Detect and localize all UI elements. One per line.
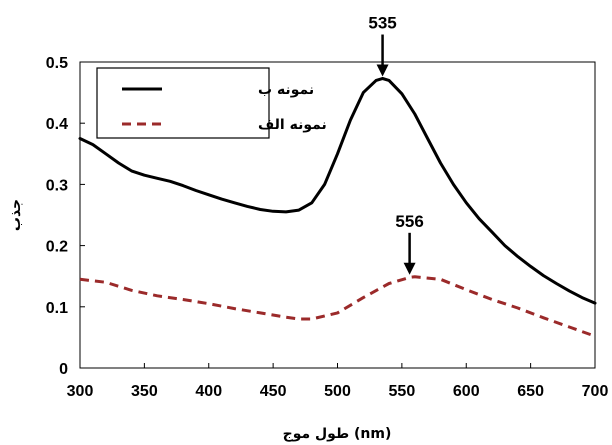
y-tick-label: 0.3: [46, 177, 68, 194]
y-tick-label: 0: [59, 361, 68, 378]
x-tick-label: 600: [453, 383, 480, 400]
legend: نمونه ب نمونه الف: [96, 67, 327, 139]
axes-layer: 300 350 400 450 500 550 600 650 700 0 0.1 0.2 0.3 0.4…: [46, 55, 609, 400]
y-tick-label: 0.2: [46, 239, 68, 256]
annotation-label: 556: [395, 212, 423, 231]
x-tick-label: 500: [324, 383, 351, 400]
legend-label-series-a: نمونه الف: [258, 117, 327, 133]
series-line-b: [78, 77, 597, 305]
series-line-a: [79, 275, 596, 338]
legend-box: [96, 67, 270, 139]
y-tick-label: 0.1: [46, 300, 68, 317]
legend-label-series-b: نمونه ب: [258, 82, 314, 98]
series-layer: [78, 77, 597, 338]
annotation-layer: 535 556: [368, 14, 424, 275]
annotation-arrow-head: [403, 262, 416, 275]
x-axis-label: طول موج (nm): [283, 426, 392, 442]
y-tick-label: 0.5: [46, 55, 68, 72]
y-tick-label: 0.4: [46, 116, 68, 133]
x-tick-label: 700: [582, 383, 609, 400]
x-tick-label: 550: [389, 383, 416, 400]
x-tick-label: 650: [517, 383, 544, 400]
x-tick-label: 400: [195, 383, 222, 400]
annotation-arrow-head: [376, 64, 389, 77]
annotation-label: 535: [368, 14, 396, 33]
x-tick-label: 350: [131, 383, 158, 400]
x-tick-label: 450: [260, 383, 287, 400]
y-axis-label: جذب: [8, 199, 24, 231]
x-tick-label: 300: [67, 383, 94, 400]
